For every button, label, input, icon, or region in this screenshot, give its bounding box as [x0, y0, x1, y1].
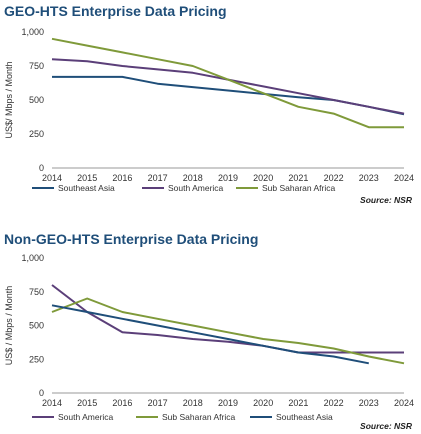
x-tick-label: 2014 — [42, 173, 62, 183]
x-tick-label: 2022 — [324, 173, 344, 183]
series-line-southeast-asia — [51, 304, 369, 365]
x-tick-label: 2023 — [359, 398, 379, 408]
x-tick-label: 2018 — [183, 398, 203, 408]
y-tick-label: 250 — [29, 129, 44, 139]
y-tick-label: 1,000 — [21, 27, 44, 37]
legend-label-south-america: South America — [168, 183, 224, 193]
series-line-sub-saharan-africa — [51, 37, 404, 129]
y-tick-label: 500 — [29, 95, 44, 105]
chart-geo-hts: 0 250 500 750 1,000 2014 2015 2016 2017 2018 2019 2… — [4, 27, 414, 205]
y-tick-label: 750 — [29, 287, 44, 297]
x-tick-label: 2021 — [288, 173, 308, 183]
legend-label-southeast-asia: Southeast Asia — [58, 183, 115, 193]
x-tick-label: 2022 — [324, 398, 344, 408]
y-tick-label: 500 — [29, 321, 44, 331]
x-tick-label: 2020 — [253, 173, 273, 183]
y-tick-label: 0 — [39, 388, 44, 398]
x-tick-label: 2016 — [112, 173, 132, 183]
series-line-sub-saharan-africa — [51, 297, 405, 365]
series-line-south-america — [51, 58, 405, 115]
x-tick-label: 2019 — [218, 398, 238, 408]
y-tick-label: 750 — [29, 61, 44, 71]
x-tick-label: 2014 — [42, 398, 62, 408]
y-axis-label: US$/ Mbps / Month — [4, 61, 14, 138]
source-note: Source: NSR — [360, 195, 413, 205]
y-tick-label: 1,000 — [21, 253, 44, 263]
legend-label-southeast-asia: Southeast Asia — [276, 412, 333, 422]
x-tick-label: 2019 — [218, 173, 238, 183]
x-tick-label: 2023 — [359, 173, 379, 183]
x-tick-label: 2016 — [112, 398, 132, 408]
y-tick-label: 250 — [29, 354, 44, 364]
x-tick-label: 2015 — [77, 173, 97, 183]
x-tick-label: 2015 — [77, 398, 97, 408]
chart-non-geo-hts: 0 250 500 750 1,000 2014 2015 2016 2017 2018 2019 2… — [4, 253, 414, 431]
x-tick-label: 2024 — [394, 398, 414, 408]
x-tick-label: 2018 — [183, 173, 203, 183]
x-tick-label: 2021 — [288, 398, 308, 408]
y-axis-label: US$ / Mbps / Month — [4, 286, 14, 366]
series-line-south-america — [51, 284, 404, 354]
x-tick-label: 2020 — [253, 398, 273, 408]
source-note: Source: NSR — [360, 421, 413, 431]
y-tick-label: 0 — [39, 163, 44, 173]
legend-label-sub-saharan-africa: Sub Saharan Africa — [162, 412, 236, 422]
legend-label-south-america: South America — [58, 412, 114, 422]
series-line-southeast-asia — [52, 75, 405, 116]
x-tick-label: 2017 — [148, 173, 168, 183]
x-tick-label: 2024 — [394, 173, 414, 183]
chart-title-geo-hts: GEO-HTS Enterprise Data Pricing — [4, 3, 227, 19]
chart-title-non-geo-hts: Non-GEO-HTS Enterprise Data Pricing — [4, 231, 259, 247]
legend-label-sub-saharan-africa: Sub Saharan Africa — [262, 183, 336, 193]
x-tick-label: 2017 — [148, 398, 168, 408]
